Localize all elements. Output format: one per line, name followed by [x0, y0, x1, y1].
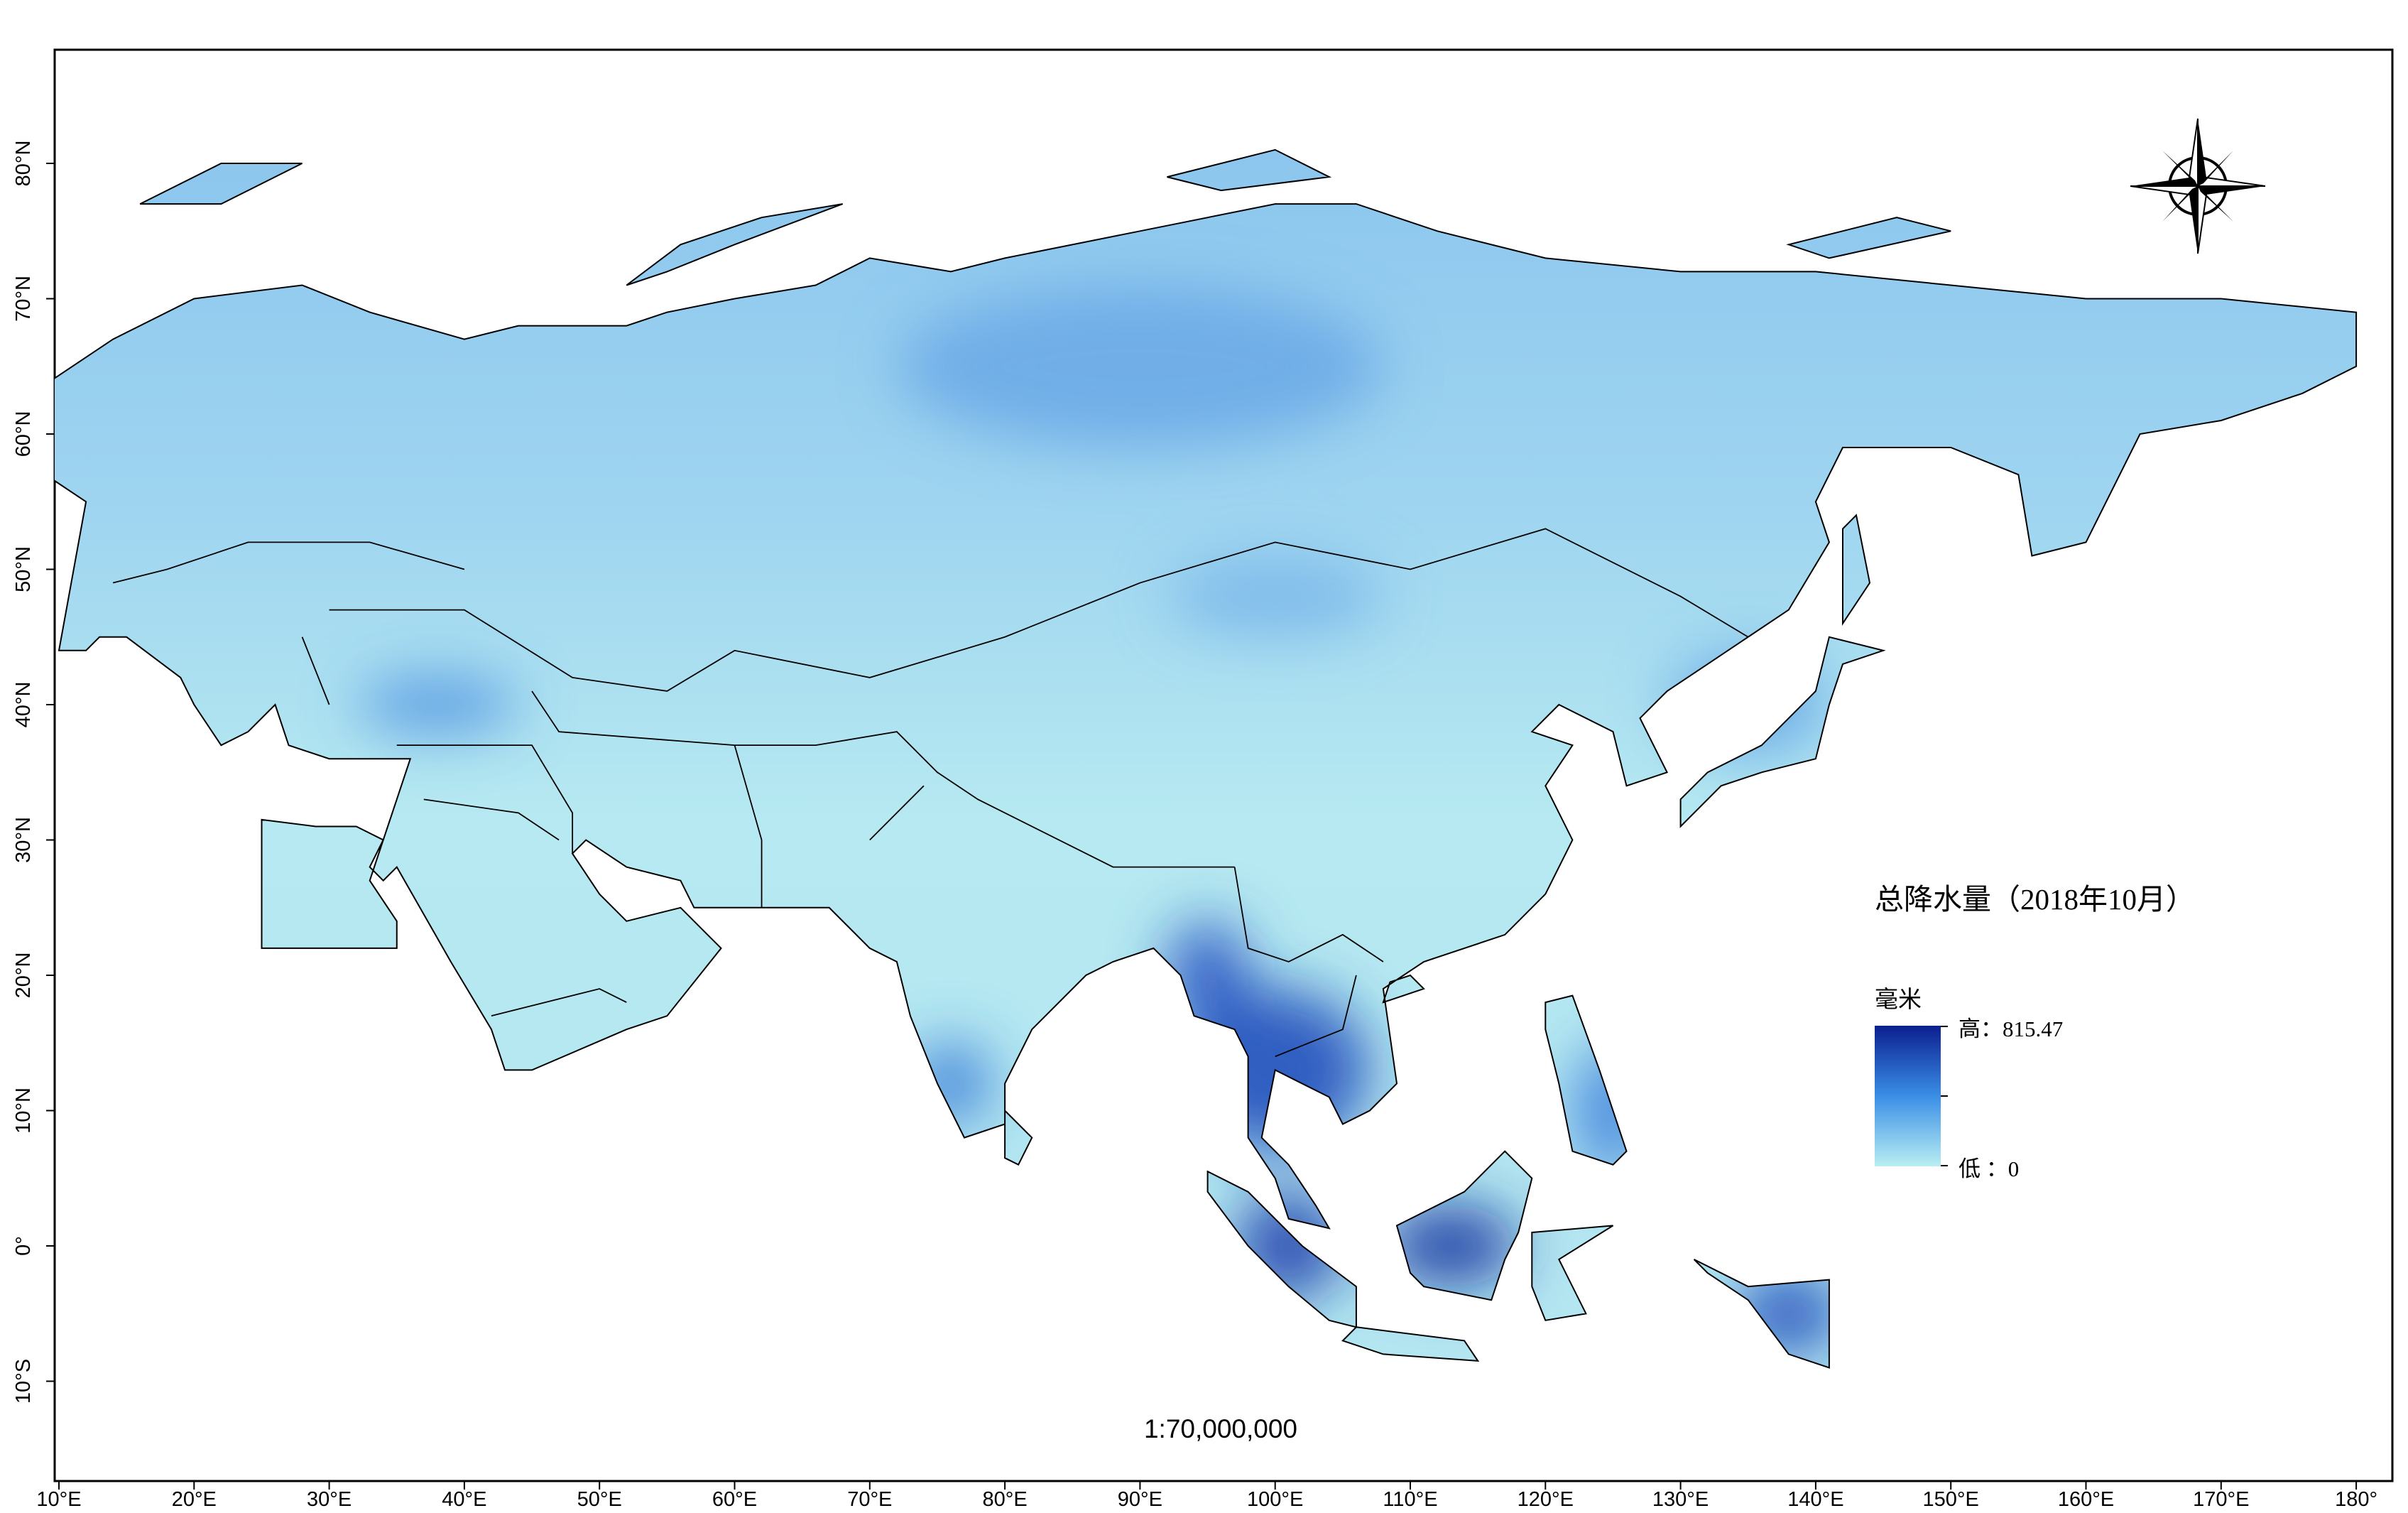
y-tick-label: 30°N	[12, 817, 35, 863]
y-tick-label: 60°N	[12, 411, 35, 457]
precip-area	[1383, 1205, 1519, 1286]
legend-unit: 毫米	[1875, 987, 1922, 1013]
x-tick-label: 80°E	[982, 1488, 1027, 1509]
x-tick-label: 100°E	[1247, 1488, 1303, 1509]
x-tick-label: 40°E	[442, 1488, 486, 1509]
x-tick-label: 110°E	[1383, 1488, 1437, 1509]
y-tick-label: 10°N	[12, 1088, 35, 1134]
y-tick-label: 70°N	[12, 276, 35, 322]
border	[1275, 975, 1357, 1058]
border	[491, 988, 627, 1017]
coastline	[55, 148, 2358, 1369]
precip-area	[356, 678, 518, 732]
border	[112, 541, 465, 584]
legend-low: 低 ：0	[1958, 1156, 2019, 1181]
legend-title: 总降水量（2018年10月）	[1875, 883, 2195, 916]
precip-area	[897, 285, 1383, 448]
border	[301, 636, 330, 705]
precip-area	[1167, 555, 1383, 637]
y-tick-label: 40°N	[12, 682, 35, 728]
x-tick-label: 70°E	[847, 1488, 892, 1509]
x-tick-label: 60°E	[712, 1488, 757, 1509]
x-tick-label: 50°E	[577, 1488, 622, 1509]
border	[1233, 867, 1384, 962]
border	[869, 785, 925, 841]
border	[531, 690, 1235, 868]
x-tick-label: 160°E	[2058, 1488, 2114, 1509]
scale-text: 1:70,000,000	[1144, 1414, 1297, 1443]
north-arrow	[2130, 118, 2266, 254]
x-tick-label: 150°E	[1923, 1488, 1979, 1509]
y-tick-label: 0°	[12, 1236, 35, 1256]
border	[329, 528, 1749, 692]
y-tick-label: 80°N	[12, 141, 35, 187]
legend-high: 高：815.47	[1958, 1016, 2063, 1041]
x-tick-label: 10°E	[36, 1488, 81, 1509]
border	[734, 744, 763, 908]
x-tick-label: 140°E	[1787, 1488, 1843, 1509]
x-tick-label: 170°E	[2193, 1488, 2249, 1509]
x-tick-label: 90°E	[1118, 1488, 1162, 1509]
y-tick-label: 20°N	[12, 953, 35, 999]
border	[423, 798, 560, 841]
border	[396, 744, 574, 854]
legend-ramp	[1875, 1026, 1941, 1166]
y-tick-label: 10°S	[12, 1359, 35, 1404]
x-tick-label: 30°E	[307, 1488, 352, 1509]
x-tick-label: 130°E	[1652, 1488, 1709, 1509]
y-tick-label: 50°N	[12, 546, 35, 592]
x-tick-label: 120°E	[1518, 1488, 1574, 1509]
x-tick-label: 20°E	[172, 1488, 217, 1509]
land-fill	[55, 149, 2357, 1368]
graticule: 10°E 20°E 30°E 40°E 50°E 60°E 70°E 80°E 90°E 100°…	[12, 141, 2377, 1511]
x-tick-label: 180°	[2335, 1488, 2377, 1509]
